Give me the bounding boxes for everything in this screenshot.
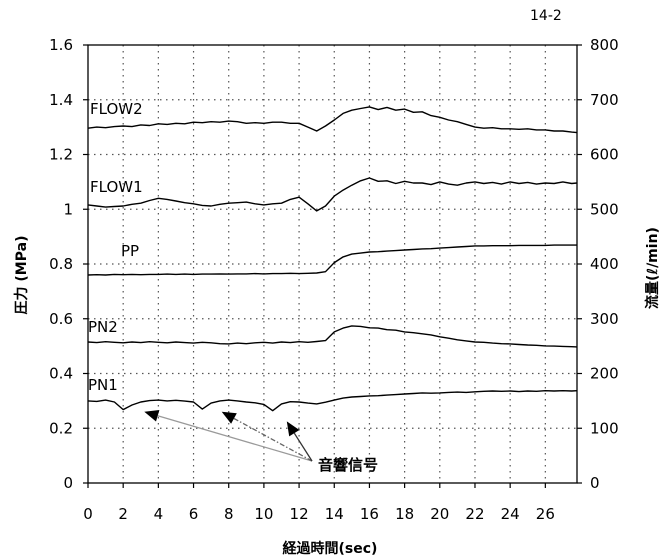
x-tick-label: 14 <box>325 505 344 523</box>
annotation-arrow-shaft <box>233 417 313 462</box>
x-tick-label: 16 <box>360 505 379 523</box>
annotation-arrow-shaft <box>293 432 313 462</box>
series-label: FLOW2 <box>90 100 143 118</box>
series-labels: FLOW2 FLOW1 PP PN2 PN1 <box>88 100 143 394</box>
annotation-arrowhead <box>144 410 160 422</box>
y-tick-label-right: 0 <box>590 474 600 492</box>
x-tick-label: 4 <box>154 505 164 523</box>
y-tick-label-right: 200 <box>590 365 619 383</box>
series-line-flow1 <box>87 177 578 212</box>
y-tick-label-right: 500 <box>590 200 619 218</box>
annotation-arrow <box>144 410 313 462</box>
y-tick-label-right: 600 <box>590 146 619 164</box>
x-axis-title: 経過時間(sec) <box>283 540 378 557</box>
x-tick-label: 0 <box>83 505 93 523</box>
y-tick-label-right: 700 <box>590 91 619 109</box>
y-tick-label-right: 100 <box>590 419 619 437</box>
x-tick-label: 26 <box>536 505 555 523</box>
x-tick-label: 10 <box>254 505 273 523</box>
y-tick-label-left: 1.2 <box>49 146 73 164</box>
y-tick-label-left: 1 <box>63 200 73 218</box>
series-label: PP <box>121 242 139 260</box>
annotation-arrow <box>286 421 313 462</box>
y-tick-label-left: 0.6 <box>49 310 73 328</box>
x-tick-label: 12 <box>290 505 309 523</box>
series-label: FLOW1 <box>90 178 143 196</box>
series-line-pn1 <box>87 390 578 412</box>
y-tick-label-left: 1.4 <box>49 91 73 109</box>
annotation-arrowhead <box>221 411 237 424</box>
series-label: PN2 <box>88 318 118 336</box>
series-line-pn2 <box>87 325 578 348</box>
x-tick-label: 20 <box>430 505 449 523</box>
y-tick-label-right: 400 <box>590 255 619 273</box>
y-tick-label-left: 1.6 <box>49 36 73 54</box>
annotation-arrow-shaft <box>157 415 313 462</box>
y-tick-label-left: 0.2 <box>49 419 73 437</box>
y-tick-label-left: 0 <box>63 474 73 492</box>
axes: 0 2 4 6 8 10 12 14 16 18 20 22 24 2600.20.40.60.811.2… <box>49 36 619 523</box>
annotations: 音響信号 <box>144 410 378 474</box>
x-tick-label: 8 <box>224 505 234 523</box>
annotation-arrow <box>221 411 313 462</box>
series-lines <box>87 106 578 412</box>
x-tick-label: 2 <box>118 505 128 523</box>
x-tick-label: 6 <box>189 505 199 523</box>
y-axis-title-left: 圧力 (MPa) <box>13 236 30 315</box>
y-tick-label-right: 300 <box>590 310 619 328</box>
annotation-arrowhead <box>286 421 300 437</box>
y-axis-title-right: 流量(ℓ/min) <box>644 227 661 309</box>
x-tick-label: 22 <box>465 505 484 523</box>
annotation-label: 音響信号 <box>318 456 378 474</box>
y-tick-label-left: 0.4 <box>49 365 73 383</box>
figure-number-label: 14-2 <box>530 8 562 24</box>
series-label: PN1 <box>88 376 118 394</box>
series-line-pp <box>87 244 577 276</box>
y-tick-label-left: 0.8 <box>49 255 73 273</box>
y-tick-label-right: 800 <box>590 36 619 54</box>
series-line-flow2 <box>87 106 578 134</box>
x-tick-label: 18 <box>395 505 414 523</box>
x-tick-label: 24 <box>501 505 520 523</box>
